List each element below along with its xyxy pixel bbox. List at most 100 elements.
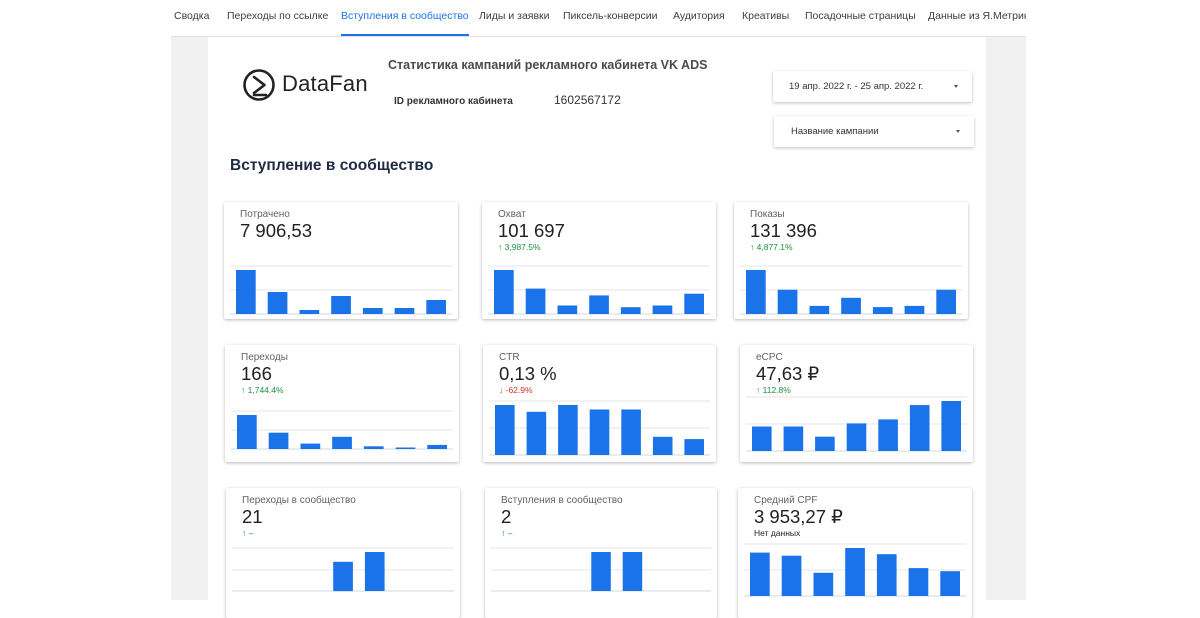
tab-link-clicks[interactable]: Переходы по ссылке <box>227 10 329 22</box>
scorecard: Охват 101 697 ↑ 3,987.5% <box>482 202 716 319</box>
scorecard-delta: ↑ – <box>242 528 253 538</box>
scorecard-sparkline <box>744 543 966 597</box>
tab-landing-pages[interactable]: Посадочные страницы <box>805 10 916 22</box>
scorecard-title: CTR <box>499 352 520 363</box>
scorecard-sparkline <box>488 265 710 315</box>
scorecard-delta: ↑ 4,877.1% <box>750 242 793 252</box>
tab-yandex-metrica[interactable]: Данные из Я.Метрики <box>928 10 1026 22</box>
datafan-logo-icon <box>243 69 275 101</box>
scorecard: eCPC 47,63 ₽ ↑ 112.8% <box>740 345 973 462</box>
scorecard: Переходы 166 ↑ 1,744.4% <box>225 345 459 462</box>
arrow-up-icon: ↑ <box>498 242 505 252</box>
sparkline-bar <box>621 409 641 455</box>
tab-leads[interactable]: Лиды и заявки <box>479 10 550 22</box>
scorecard-value: 21 <box>242 506 263 527</box>
sparkline-bar <box>299 310 320 314</box>
scorecard-delta: ↑ 3,987.5% <box>498 242 541 252</box>
sparkline-bar <box>752 426 772 451</box>
tab-creatives[interactable]: Креативы <box>742 10 790 22</box>
account-id-label: ID рекламного кабинета <box>394 96 513 107</box>
scorecard-delta-value: -62.9% <box>505 385 533 395</box>
sparkline-bar <box>333 561 353 592</box>
page-tabs-bar: Сводка Переходы по ссылке Вступления в с… <box>171 0 1026 37</box>
scorecard-delta-value: 3,987.5% <box>504 242 541 252</box>
sparkline-bar <box>904 305 925 314</box>
sparkline-bar <box>622 552 643 591</box>
sparkline-bar <box>331 296 351 314</box>
sparkline-bar <box>494 270 514 314</box>
scorecard-value: 7 906,53 <box>240 220 313 241</box>
report-title: Статистика кампаний рекламного кабинета … <box>388 58 708 72</box>
sparkline-bar <box>589 409 610 455</box>
sparkline-bar <box>236 270 256 314</box>
arrow-up-icon: ↑ <box>756 385 763 395</box>
sparkline-bar <box>841 297 861 314</box>
sparkline-bar <box>815 436 835 451</box>
campaign-filter-label: Название кампании <box>791 126 879 137</box>
tab-audience[interactable]: Аудитория <box>673 10 725 22</box>
sparkline-bar <box>813 572 834 596</box>
sparkline-bar <box>332 436 352 449</box>
date-range-picker[interactable]: 19 апр. 2022 г. - 25 апр. 2022 г. <box>773 71 972 102</box>
scorecard: Потрачено 7 906,53 <box>224 202 458 319</box>
sparkline-bar <box>845 548 865 596</box>
sparkline-bar <box>495 405 515 455</box>
chevron-down-icon <box>956 130 960 133</box>
sparkline-bar <box>526 411 547 455</box>
campaign-filter-dropdown[interactable]: Название кампании <box>774 116 974 147</box>
scorecard-value: 0,13 % <box>499 363 557 384</box>
scorecard-sparkline <box>231 410 453 450</box>
scorecard: Показы 131 396 ↑ 4,877.1% <box>734 202 968 319</box>
sparkline-bar <box>908 568 929 596</box>
sparkline-bar <box>426 300 446 314</box>
scorecard-value: 101 697 <box>498 220 565 241</box>
scorecard-value: 2 <box>501 506 512 527</box>
scorecard-delta: Нет данных <box>754 528 800 538</box>
sparkline-bar <box>781 555 802 596</box>
scorecard-sparkline <box>489 400 710 456</box>
scorecard-title: Переходы в сообщество <box>242 495 356 506</box>
scorecard-delta-value: – <box>248 528 254 538</box>
arrow-up-icon: ↑ <box>241 385 248 395</box>
sparkline-bar <box>363 446 384 449</box>
scorecard-value: 3 953,27 ₽ <box>754 506 843 527</box>
section-title: Вступление в сообщество <box>230 157 434 174</box>
sparkline-bar <box>652 436 673 455</box>
scorecard-title: Средний CPF <box>754 495 818 506</box>
scorecard: Средний CPF 3 953,27 ₽ Нет данных <box>738 488 972 618</box>
sparkline-bar <box>777 289 798 314</box>
scorecard-value: 166 <box>241 363 272 384</box>
sparkline-bar <box>909 405 930 451</box>
sparkline-bar <box>846 423 867 451</box>
tab-community-joins[interactable]: Вступления в сообщество <box>341 0 469 36</box>
scorecard-delta-value: – <box>507 528 513 538</box>
scorecard-delta: ↑ 112.8% <box>756 385 791 395</box>
sparkline-bar <box>589 295 609 314</box>
sparkline-bar <box>750 552 770 596</box>
sparkline-bar <box>557 305 578 314</box>
scorecard-title: eCPC <box>756 352 783 363</box>
sparkline-bar <box>620 307 641 314</box>
sparkline-bar <box>809 305 830 314</box>
scorecard: CTR 0,13 % ↓ -62.9% <box>483 345 716 462</box>
account-id-value: 1602567172 <box>554 93 621 107</box>
tab-pixel-conversions[interactable]: Пиксель-конверсии <box>563 10 658 22</box>
scorecard: Вступления в сообщество 2 ↑ – <box>485 488 717 618</box>
tab-summary[interactable]: Сводка <box>174 10 210 22</box>
arrow-up-icon: ↑ <box>501 528 508 538</box>
scorecard-delta-value: 1,744.4% <box>247 385 284 395</box>
sparkline-bar <box>394 308 415 314</box>
sparkline-bar <box>591 552 611 591</box>
sparkline-bar <box>427 444 447 449</box>
scorecard-title: Вступления в сообщество <box>501 495 623 506</box>
sparkline-bar <box>746 270 766 314</box>
scorecard-title: Охват <box>498 209 526 220</box>
scorecard-title: Показы <box>750 209 785 220</box>
scorecard-sparkline <box>746 396 967 452</box>
sparkline-bar <box>267 292 288 314</box>
scorecard-delta-value: 112.8% <box>762 385 791 395</box>
sparkline-bar <box>878 419 898 451</box>
scorecard-sparkline <box>232 547 454 592</box>
sparkline-bar <box>936 289 956 314</box>
sparkline-bar <box>652 305 673 314</box>
